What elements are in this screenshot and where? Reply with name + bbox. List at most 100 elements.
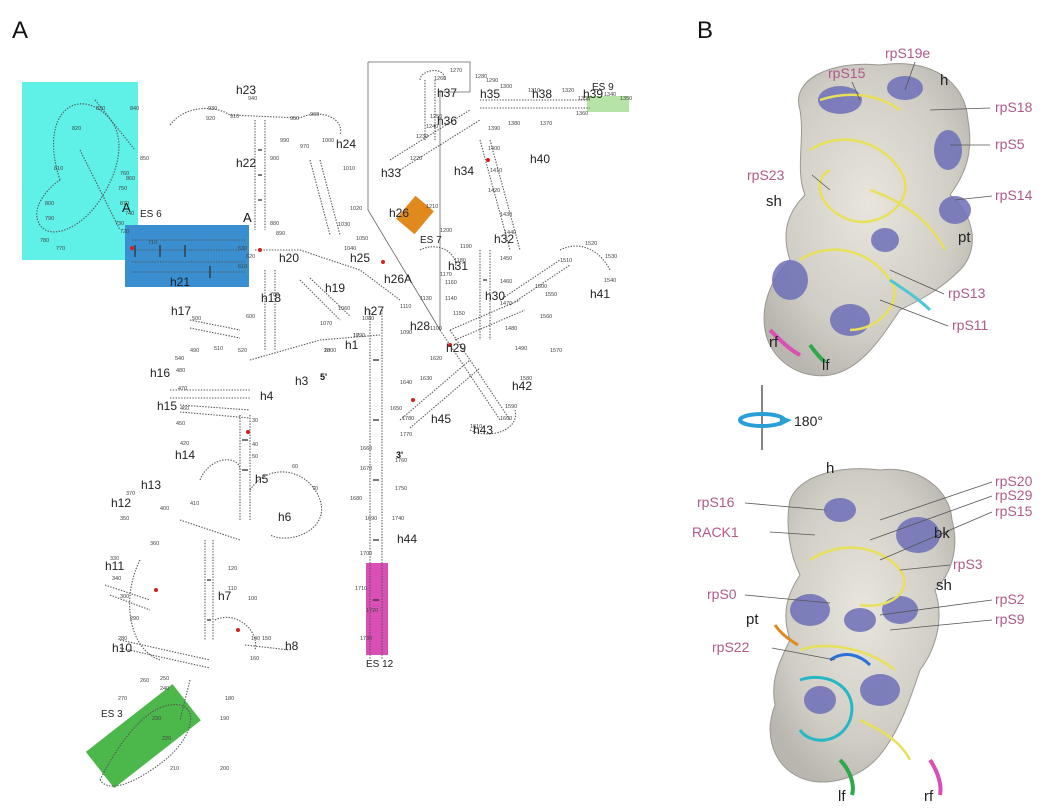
nt-number: 1140 — [445, 296, 457, 302]
nt-number: 1380 — [508, 121, 520, 127]
nt-number: 620 — [246, 254, 255, 260]
nt-number: 1260 — [434, 76, 446, 82]
label-bottom-rpS29: rpS29 — [995, 487, 1033, 503]
nt-number: 230 — [152, 716, 161, 722]
helix-label-h34: h34 — [454, 164, 474, 178]
nt-number: 880 — [270, 221, 279, 227]
rrna-tube — [819, 93, 901, 112]
es12-label: ES 12 — [366, 659, 394, 670]
protein-blob — [871, 228, 899, 252]
helix-label-h45: h45 — [431, 412, 451, 426]
leader — [929, 107, 991, 111]
strand-central — [255, 249, 401, 350]
helix-label-h26: h26 — [389, 206, 409, 220]
nt-number: 710 — [148, 240, 157, 246]
nt-number: 30 — [252, 418, 258, 424]
nt-number: 1080 — [362, 316, 374, 322]
strand-h44 — [369, 310, 383, 660]
protein-blob — [939, 196, 971, 224]
strand-h22-h24 — [169, 107, 342, 236]
label-bottom-rpS2: rpS2 — [995, 591, 1025, 607]
label-bottom-rpS15: rpS15 — [995, 503, 1033, 519]
modified-nt — [258, 248, 262, 252]
nt-number: 140 — [251, 636, 260, 642]
protein-blob — [790, 594, 830, 626]
strand-h5-h12 — [129, 415, 251, 661]
label-top-rpS18: rpS18 — [995, 99, 1033, 115]
nt-number: 480 — [176, 368, 185, 374]
nt-number: 360 — [150, 541, 159, 547]
es7-label: ES 7 — [420, 235, 442, 246]
nt-number: 1160 — [445, 280, 457, 286]
nt-number: 750 — [118, 186, 127, 192]
helix-label-h33: h33 — [381, 166, 401, 180]
protein-blob — [934, 130, 962, 170]
es3-label: ES 3 — [101, 709, 123, 720]
nt-number: 190 — [220, 716, 229, 722]
helix-label-h24: h24 — [336, 137, 356, 151]
nt-number: 1770 — [400, 432, 412, 438]
leader — [869, 495, 993, 541]
nt-number: 460 — [180, 406, 189, 412]
nt-number: 220 — [162, 736, 171, 742]
nt-number: 1230 — [416, 134, 428, 140]
label-top-rpS19e: rpS19e — [885, 45, 930, 61]
nt-number: 1020 — [350, 206, 362, 212]
nt-number: 630 — [238, 246, 247, 252]
helix-label-h19: h19 — [325, 281, 345, 295]
nt-number: 150 — [262, 636, 271, 642]
nt-number: 290 — [130, 616, 139, 622]
rrna-tube — [799, 644, 896, 671]
helix-label-h8: h8 — [285, 639, 299, 653]
five-prime-end: 5' — [320, 372, 327, 382]
nt-number: 500 — [192, 316, 201, 322]
helix-label-h32: h32 — [494, 232, 514, 246]
nt-number: 70 — [312, 486, 318, 492]
nt-number: 1500 — [535, 284, 547, 290]
nt-number: 600 — [246, 314, 255, 320]
label-bottom-sh: sh — [936, 577, 952, 594]
nt-number: 60 — [292, 464, 298, 470]
bottom-leaders — [744, 481, 993, 661]
es9-box — [587, 96, 629, 112]
nt-number: 470 — [178, 386, 187, 392]
nt-number: 900 — [270, 156, 279, 162]
nt-number: 1240 — [426, 124, 438, 130]
rrna-strands — [36, 70, 611, 787]
label-top-rpS23: rpS23 — [747, 167, 785, 183]
nt-number: 1570 — [550, 348, 562, 354]
leader — [771, 647, 836, 661]
nt-number: 1190 — [460, 244, 472, 250]
ribosome-bottom-view — [769, 468, 956, 796]
protein-blob — [860, 674, 900, 706]
nt-number: 1090 — [400, 330, 412, 336]
modified-nt — [448, 343, 452, 347]
nt-number: 1580 — [520, 376, 532, 382]
nt-number: 1030 — [338, 222, 350, 228]
label-bottom-rpS22: rpS22 — [712, 639, 750, 655]
nt-number: 180 — [225, 696, 234, 702]
label-top-rpS5: rpS5 — [995, 136, 1025, 152]
nt-number: 1720 — [366, 608, 378, 614]
nt-number: 400 — [160, 506, 169, 512]
protein-blob — [896, 517, 940, 553]
strand-5-domain — [170, 319, 381, 419]
nt-number: 120 — [228, 566, 237, 572]
nt-number: 50 — [252, 454, 258, 460]
modified-nt — [236, 628, 240, 632]
nt-number: 910 — [230, 114, 239, 120]
nt-number: 1640 — [400, 380, 412, 386]
nt-number: 770 — [56, 246, 65, 252]
leader — [744, 502, 826, 511]
nt-number: 1650 — [390, 406, 402, 412]
nt-number: 280 — [118, 636, 127, 642]
label-top-rpS15: rpS15 — [828, 65, 866, 81]
nt-number: 1520 — [585, 241, 597, 247]
nt-number: 1010 — [343, 166, 355, 172]
nt-number: 1400 — [488, 146, 500, 152]
nt-number: 1060 — [338, 306, 350, 312]
helix-label-h23: h23 — [236, 83, 256, 97]
nt-number: 1130 — [420, 296, 432, 302]
helix-label-h43: h43 — [473, 423, 493, 437]
es6-box — [125, 225, 249, 287]
